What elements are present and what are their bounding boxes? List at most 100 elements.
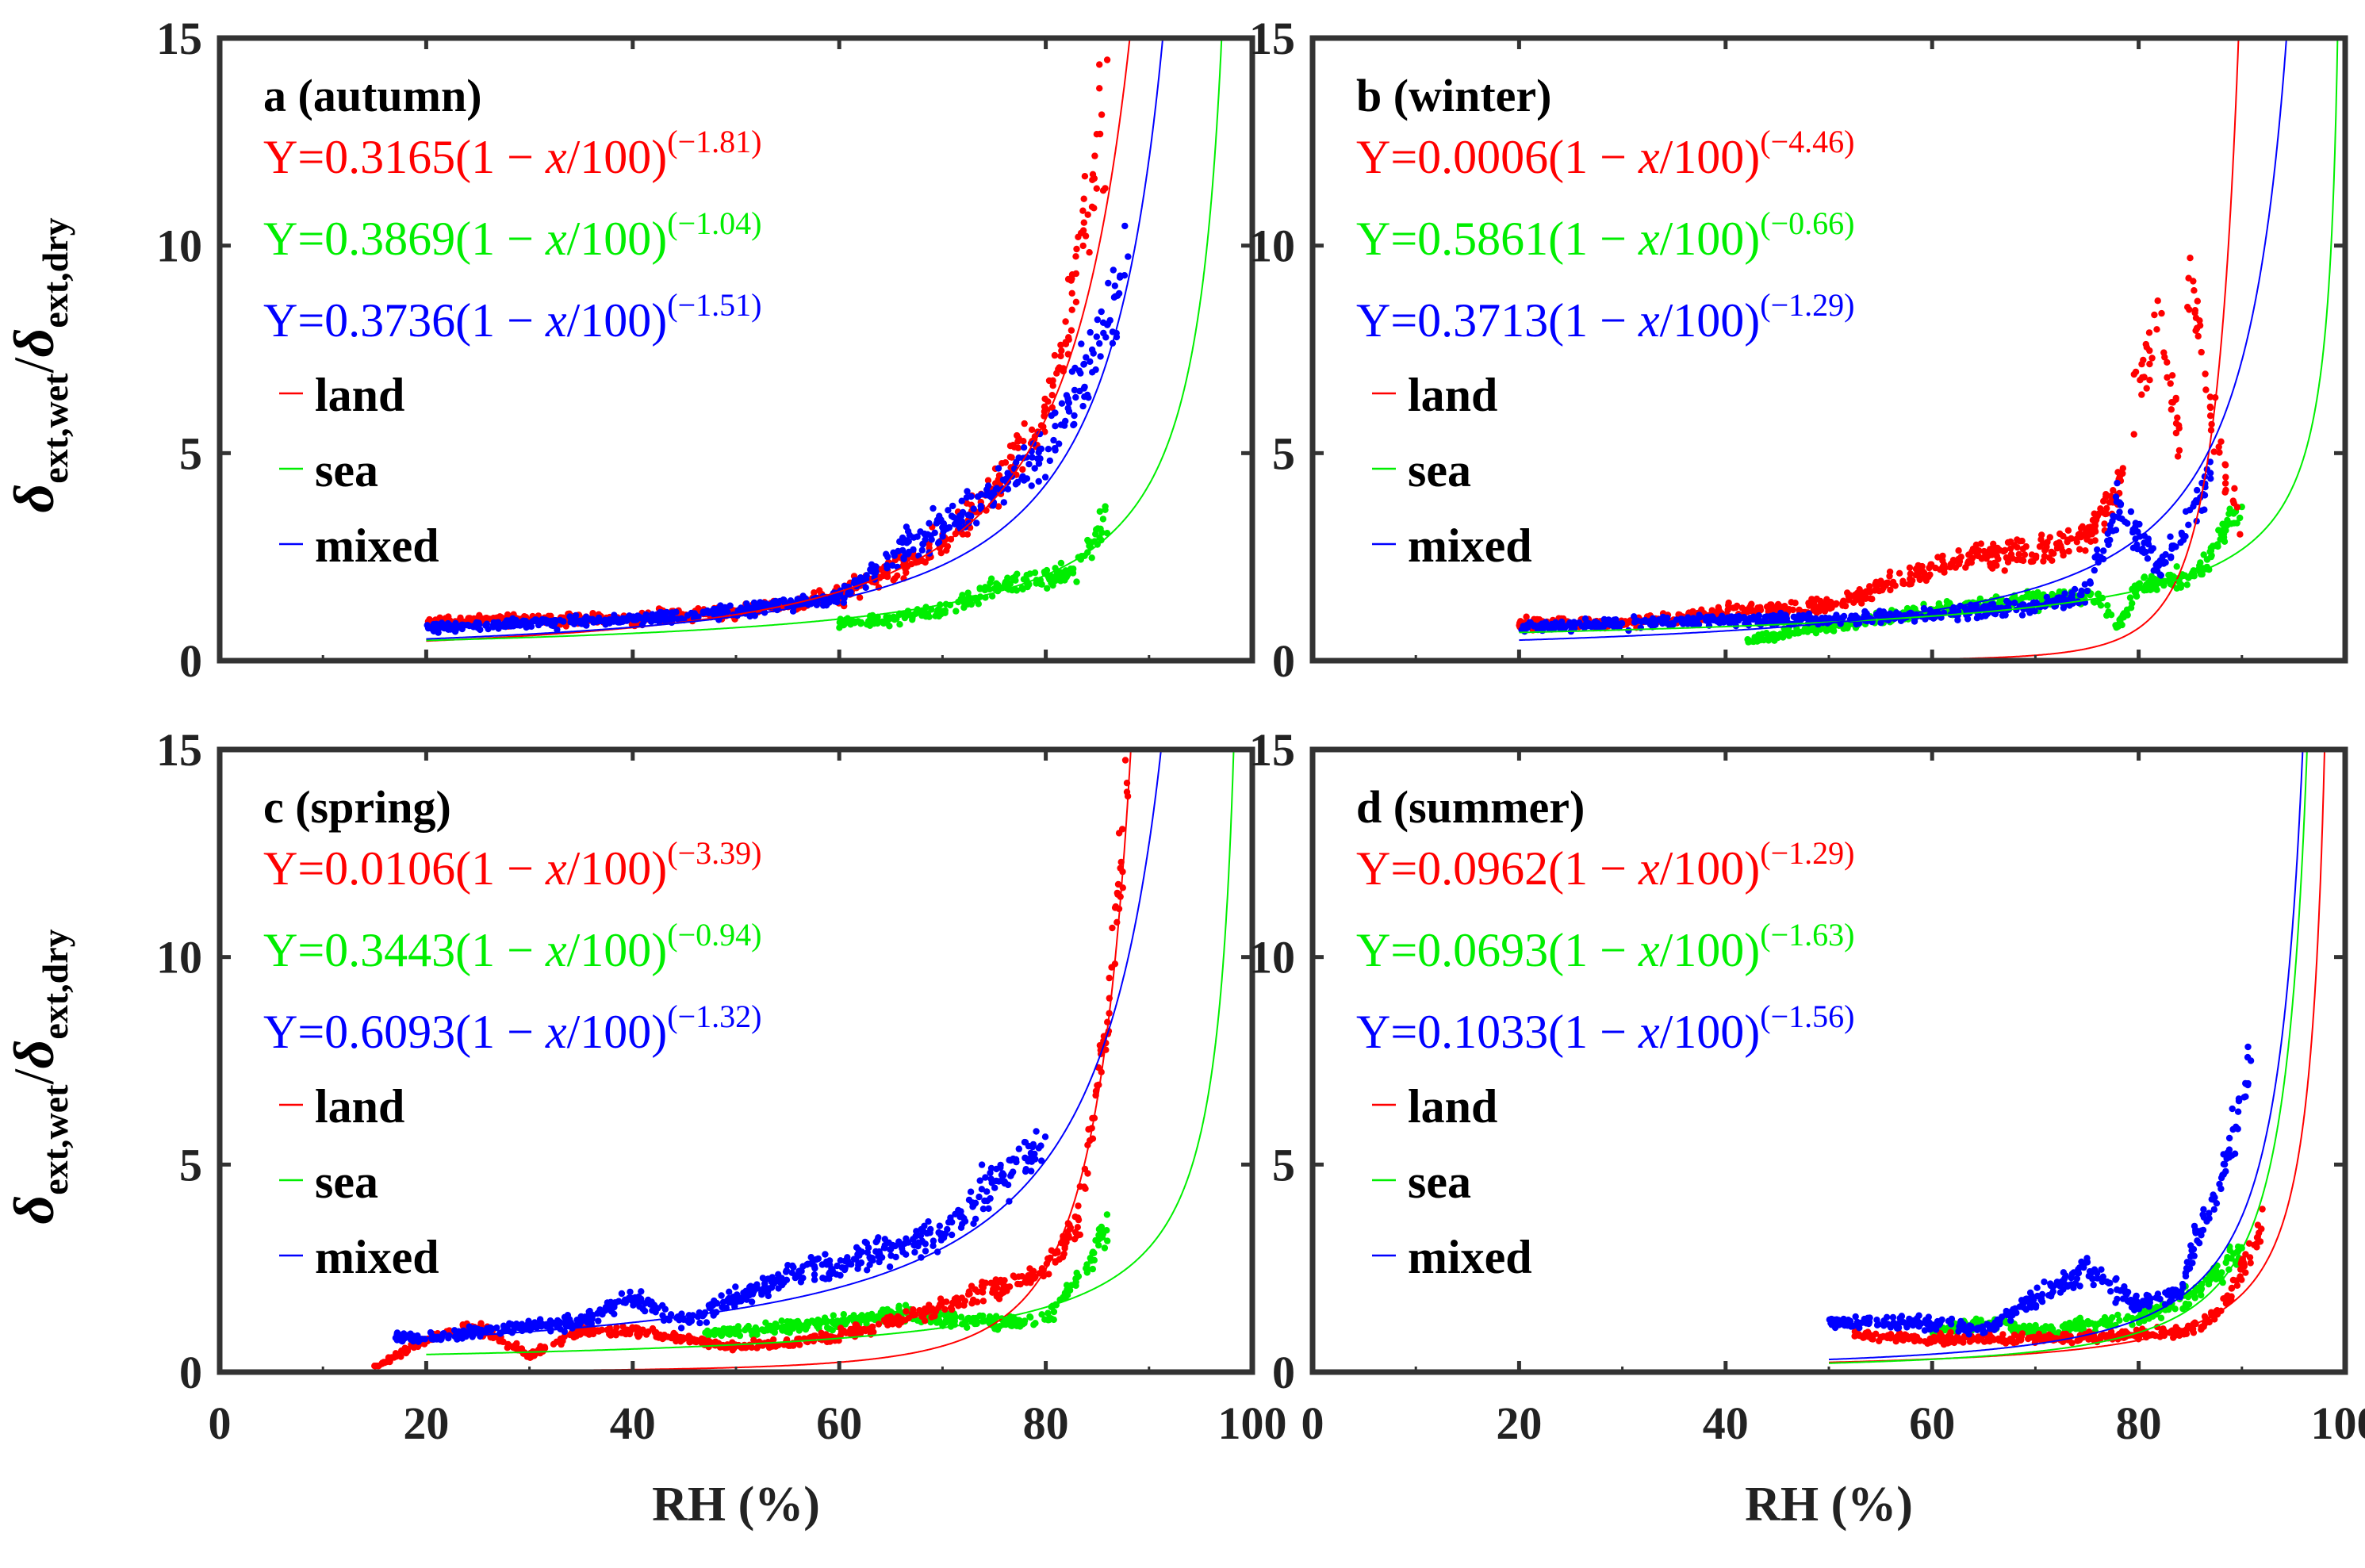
data-point	[2113, 623, 2120, 631]
data-point	[918, 1309, 926, 1316]
data-point	[1624, 619, 1631, 627]
data-point	[1543, 623, 1550, 631]
data-point	[1951, 557, 1958, 565]
data-point	[1104, 1237, 1111, 1244]
data-point	[649, 1325, 657, 1332]
data-point	[1821, 608, 1829, 615]
data-point	[976, 1193, 983, 1201]
legend-label-sea: sea	[1408, 444, 1471, 496]
data-point	[719, 1303, 726, 1311]
data-point	[930, 1242, 937, 1250]
data-point	[863, 1240, 871, 1247]
data-point	[1618, 619, 1626, 627]
data-point	[508, 1343, 516, 1350]
data-point	[492, 619, 499, 627]
data-point	[943, 1316, 951, 1323]
data-point	[2191, 287, 2198, 294]
data-point	[2018, 537, 2026, 545]
data-point	[922, 1248, 930, 1255]
data-point	[1017, 1281, 1024, 1288]
data-point	[2078, 587, 2085, 595]
data-point	[1524, 624, 1531, 631]
data-point	[427, 1328, 435, 1336]
data-point	[1962, 564, 1969, 571]
data-point	[973, 519, 980, 527]
data-point	[1071, 386, 1079, 394]
data-point	[769, 1343, 776, 1350]
data-point	[1018, 585, 1025, 592]
data-point	[841, 1321, 849, 1328]
data-point	[2217, 438, 2225, 445]
data-point	[1523, 613, 1530, 620]
data-point	[2141, 539, 2148, 546]
data-point	[949, 1305, 956, 1313]
data-point	[1035, 460, 1043, 467]
data-point	[840, 1327, 848, 1335]
data-point	[2214, 541, 2221, 548]
data-point	[1733, 613, 1740, 621]
data-point	[2126, 594, 2134, 601]
data-point	[1102, 506, 1109, 513]
data-point	[426, 623, 433, 631]
data-point	[1932, 564, 1939, 572]
data-point	[618, 1290, 626, 1298]
data-point	[903, 1251, 910, 1258]
y-tick-label: 0	[1272, 635, 1295, 687]
data-point	[1892, 609, 1900, 616]
data-point	[1071, 412, 1078, 420]
data-point	[2100, 547, 2107, 554]
data-point	[963, 494, 971, 501]
data-point	[869, 1257, 876, 1264]
data-point	[913, 1228, 920, 1235]
data-point	[784, 1318, 791, 1325]
data-point	[939, 533, 946, 540]
data-point	[1027, 1149, 1035, 1157]
data-point	[2133, 592, 2141, 600]
data-point	[550, 1340, 558, 1348]
data-point	[1872, 582, 1880, 590]
data-point	[1079, 227, 1087, 234]
data-point	[2091, 524, 2099, 532]
data-point	[1079, 207, 1087, 214]
data-point	[917, 528, 924, 535]
y-tick-label: 10	[156, 932, 202, 983]
data-point	[2014, 544, 2021, 551]
data-point	[538, 1345, 545, 1352]
data-point	[910, 546, 917, 554]
data-point	[964, 589, 972, 596]
data-point	[937, 1230, 945, 1237]
data-point	[1052, 1259, 1059, 1266]
data-point	[933, 516, 941, 523]
data-point	[1004, 1181, 1012, 1189]
data-point	[2216, 449, 2223, 456]
data-point	[670, 1334, 677, 1342]
data-point	[523, 623, 530, 631]
data-point	[1020, 444, 1028, 451]
data-point	[807, 1254, 815, 1261]
data-point	[446, 1327, 453, 1334]
data-point	[627, 1288, 634, 1296]
data-point	[1065, 336, 1072, 343]
data-point	[776, 597, 784, 605]
data-point	[774, 1341, 782, 1349]
data-point	[1096, 339, 1103, 347]
data-point	[1085, 1125, 1092, 1133]
data-point	[811, 1332, 818, 1340]
panel-title: b (winter)	[1356, 70, 1551, 121]
data-point	[522, 617, 529, 625]
data-point	[1045, 446, 1052, 453]
data-point	[1020, 576, 1028, 583]
data-point	[1912, 565, 1920, 573]
data-point	[952, 530, 960, 538]
data-point	[811, 1264, 818, 1272]
data-point	[2220, 530, 2228, 538]
data-point	[1089, 1265, 1097, 1273]
data-point	[1708, 607, 1715, 614]
data-point	[983, 1188, 991, 1195]
data-point	[1920, 604, 1928, 612]
data-point	[2164, 374, 2171, 381]
data-point	[1038, 1311, 1045, 1318]
data-point	[819, 1275, 826, 1282]
data-point	[1079, 242, 1087, 250]
data-point	[1035, 477, 1042, 485]
